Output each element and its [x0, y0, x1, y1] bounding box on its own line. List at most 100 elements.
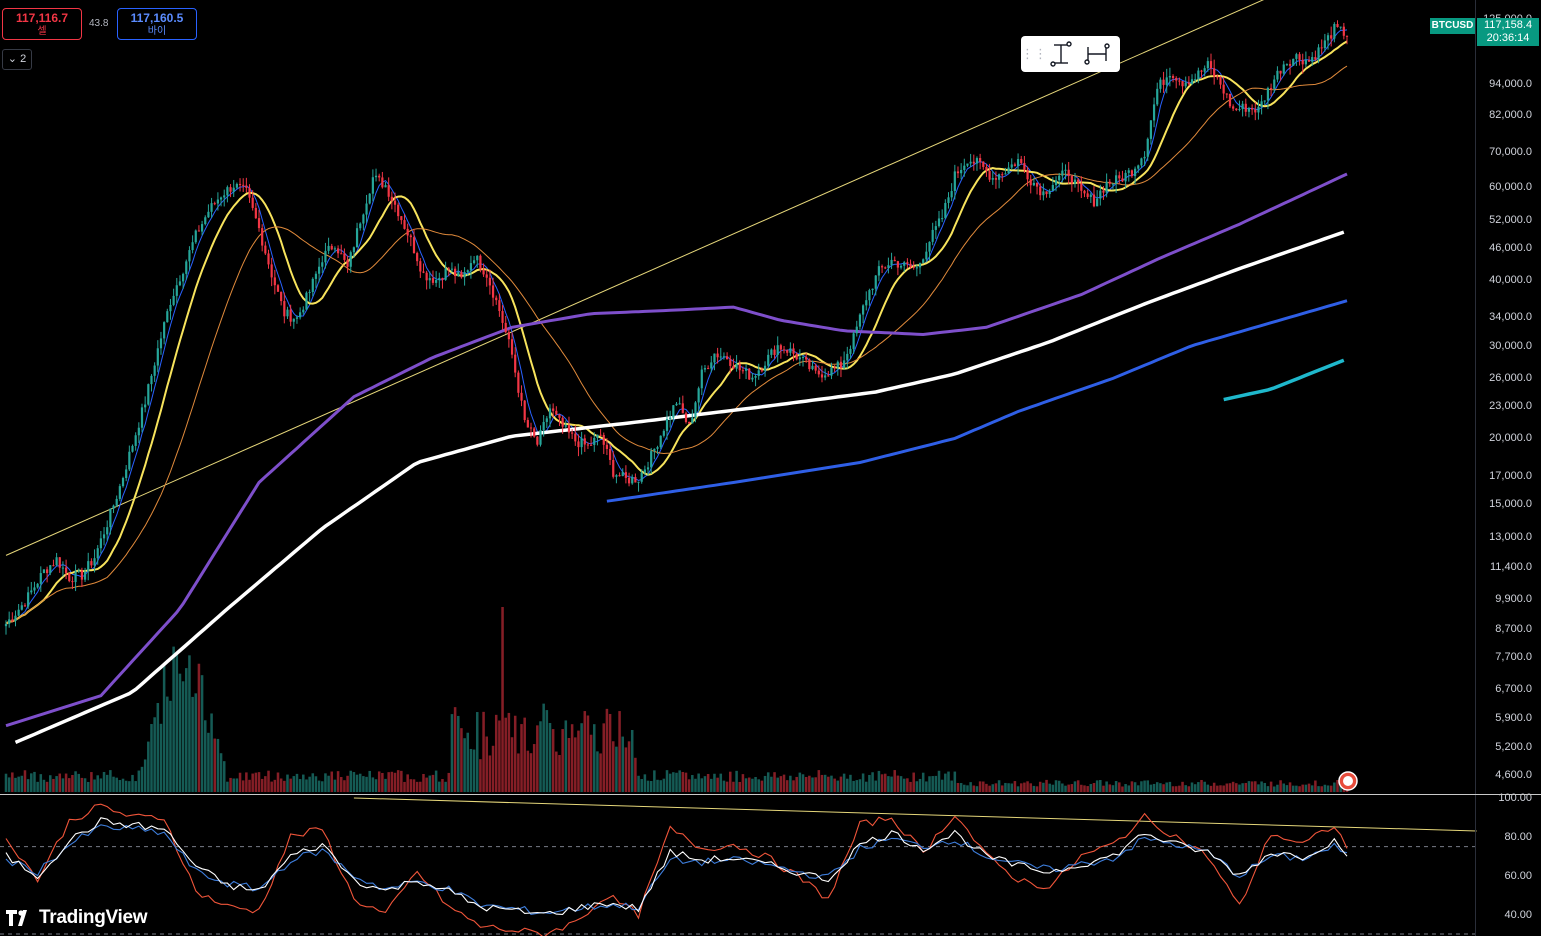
- volume-bar: [1184, 785, 1187, 792]
- candle-body: [548, 408, 552, 419]
- candle-body: [115, 498, 118, 506]
- price-axis-tick: 34,000.0: [1489, 310, 1532, 323]
- candle-body: [144, 404, 147, 408]
- volume-bar: [1130, 781, 1134, 792]
- candle-body: [1301, 59, 1304, 65]
- price-axis-tick: 26,000.0: [1489, 372, 1532, 385]
- candle-body: [744, 368, 748, 371]
- candle-body: [944, 202, 947, 219]
- tradingview-logo[interactable]: TradingView: [6, 907, 148, 929]
- volume-bar: [757, 779, 760, 792]
- volume-bar: [1323, 784, 1327, 792]
- candle-body: [969, 161, 972, 164]
- price-scale[interactable]: 125,000.094,000.082,000.070,000.060,000.…: [1475, 0, 1541, 936]
- volume-bar: [232, 778, 235, 792]
- candle-body: [770, 349, 773, 355]
- volume-bar: [93, 779, 96, 792]
- candle-body: [880, 266, 884, 268]
- volume-bar: [39, 774, 43, 792]
- volume-bar: [479, 759, 482, 792]
- volume-bar: [700, 778, 704, 792]
- candle-body: [789, 348, 792, 353]
- candle-body: [102, 534, 106, 539]
- candle-body: [469, 263, 473, 271]
- sell-price: 117,116.7: [15, 11, 69, 25]
- candle-body: [166, 311, 169, 323]
- volume-bar: [504, 717, 507, 792]
- volume-bar: [419, 781, 422, 792]
- candle-body: [302, 309, 305, 313]
- candle-body: [716, 353, 719, 358]
- candle-body: [20, 605, 23, 610]
- drag-handle-icon[interactable]: ⋮⋮: [1021, 46, 1047, 61]
- candle-body: [507, 332, 510, 340]
- collapse-indicators-button[interactable]: ⌄ 2: [2, 49, 32, 70]
- volume-bar: [1317, 786, 1320, 792]
- date-range-tool-icon[interactable]: [1079, 40, 1115, 68]
- candle-body: [662, 430, 665, 436]
- candle-body: [1336, 24, 1339, 28]
- moving-average-line: [5, 29, 1348, 625]
- candle-body: [270, 264, 273, 278]
- candle-body: [928, 241, 931, 252]
- volume-bar: [1329, 785, 1333, 792]
- candle-body: [428, 278, 431, 281]
- candle-body: [691, 417, 694, 424]
- candle-body: [646, 467, 650, 470]
- candle-body: [514, 354, 517, 373]
- volume-bar: [1212, 782, 1216, 792]
- volume-bar: [431, 774, 435, 792]
- candle-body: [640, 472, 643, 482]
- volume-bar: [362, 776, 365, 792]
- volume-bar: [754, 777, 757, 792]
- candle-body: [1102, 190, 1105, 193]
- volume-bar: [49, 775, 52, 792]
- volume-bar: [1032, 785, 1036, 792]
- candle-body: [368, 193, 371, 204]
- volume-bar: [855, 780, 859, 792]
- volume-bar: [447, 772, 451, 792]
- volume-bar: [811, 777, 814, 792]
- volume-bar: [691, 775, 694, 792]
- volume-bar: [706, 773, 710, 792]
- candle-body: [884, 267, 887, 269]
- volume-bar: [605, 708, 609, 792]
- candle-body: [476, 255, 479, 261]
- candle-body: [754, 376, 757, 378]
- drawing-toolbar[interactable]: ⋮⋮: [1021, 36, 1120, 72]
- volume-bar: [434, 770, 438, 792]
- candles: [4, 20, 1349, 635]
- candle-body: [1251, 107, 1254, 110]
- candle-body: [1333, 24, 1336, 39]
- trendlines: [5, 0, 1265, 556]
- pane-divider[interactable]: [0, 794, 1541, 795]
- volume-bar: [1124, 784, 1127, 792]
- volume-bar: [248, 779, 251, 792]
- price-range-tool-icon[interactable]: [1043, 40, 1079, 68]
- candle-body: [137, 427, 140, 436]
- sell-button[interactable]: 117,116.7 셀: [2, 8, 82, 40]
- candle-body: [251, 197, 254, 208]
- volume-bar: [621, 736, 624, 792]
- candle-body: [412, 237, 416, 254]
- candle-body: [763, 365, 767, 371]
- volume-bar: [1108, 784, 1112, 792]
- volume-bar: [947, 771, 950, 792]
- candle-body: [321, 262, 324, 267]
- volume-bar: [570, 724, 574, 792]
- candle-body: [1026, 169, 1029, 180]
- candle-body: [1099, 190, 1102, 199]
- volume-bar: [1263, 782, 1267, 792]
- volume-bar: [194, 693, 198, 792]
- candle-body: [991, 178, 994, 180]
- volume-bar: [1266, 786, 1270, 792]
- candle-body: [314, 273, 318, 279]
- volume-bar: [371, 777, 375, 792]
- buy-button[interactable]: 117,160.5 바이: [117, 8, 197, 40]
- volume-bar: [498, 720, 501, 792]
- volume-bar: [921, 772, 925, 792]
- candle-body: [96, 548, 99, 559]
- rsi-series-line: [5, 803, 1348, 936]
- volume-bar: [776, 777, 779, 792]
